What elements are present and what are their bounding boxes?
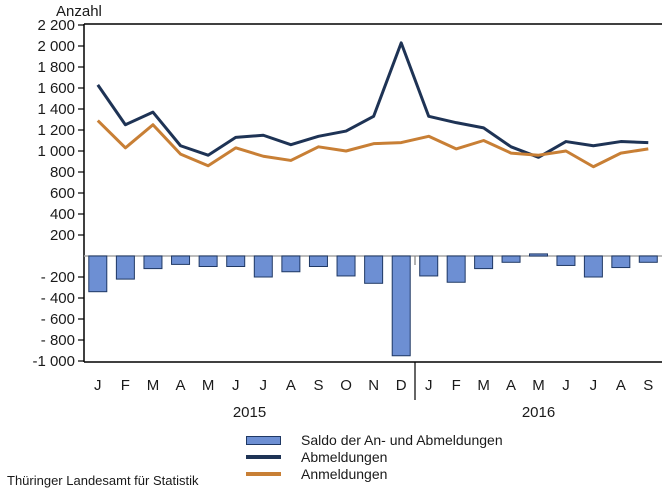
month-label: J	[260, 377, 268, 394]
month-label: N	[368, 377, 379, 394]
legend-label-anmeldungen: Anmeldungen	[301, 466, 388, 482]
source-note: Thüringer Landesamt für Statistik	[7, 473, 199, 488]
saldo-bar	[638, 255, 658, 263]
y-tick-label: - 200	[41, 269, 75, 286]
saldo-bar	[226, 255, 246, 267]
y-tick-label: - 600	[41, 311, 75, 328]
month-label: O	[340, 377, 352, 394]
y-tick-label: 600	[50, 185, 75, 202]
y-tick-label: - 400	[41, 290, 75, 307]
y-tick-label: 800	[50, 164, 75, 181]
saldo-bar	[308, 255, 328, 267]
y-tick-label: 2 000	[37, 38, 75, 55]
saldo-bar	[419, 255, 439, 277]
saldo-bar	[253, 255, 273, 278]
saldo-bar	[391, 255, 411, 357]
saldo-bar	[583, 255, 603, 278]
legend-label-abmeldungen: Abmeldungen	[301, 449, 388, 465]
abmeldungen-line	[96, 41, 649, 159]
saldo-bar	[198, 255, 218, 267]
month-label: A	[176, 377, 186, 394]
saldo-bar	[501, 255, 521, 263]
y-tick-label: 1 200	[37, 122, 75, 139]
y-tick-label: - 800	[41, 332, 75, 349]
month-label: A	[616, 377, 626, 394]
legend-item-saldo: Saldo der An- und Abmeldungen	[246, 432, 503, 448]
y-tick-label: 1 800	[37, 59, 75, 76]
month-label: J	[590, 377, 598, 394]
y-tick-label: 2 200	[37, 17, 75, 34]
y-tick-label: 1 400	[37, 101, 75, 118]
month-label: M	[147, 377, 160, 394]
saldo-bar-swatch-icon	[246, 435, 281, 445]
month-label: M	[202, 377, 215, 394]
anmeldungen-line	[96, 119, 649, 169]
legend-item-anmeldungen: Anmeldungen	[246, 466, 503, 482]
month-label: F	[121, 377, 130, 394]
plot-area: 2 200 2 000 1 800 1 600 1 400 1 200 1 000 800 60…	[32, 17, 662, 421]
abmeldungen-line-swatch-icon	[246, 455, 281, 459]
saldo-bar	[446, 255, 466, 283]
month-label: M	[532, 377, 545, 394]
month-label: J	[562, 377, 570, 394]
legend: Saldo der An- und Abmeldungen Abmeldunge…	[246, 432, 503, 482]
month-label: J	[94, 377, 102, 394]
y-tick-label: -1 000	[32, 353, 75, 370]
month-label: S	[643, 377, 653, 394]
month-label: J	[425, 377, 433, 394]
y-tick-label: 200	[50, 227, 75, 244]
legend-label-saldo: Saldo der An- und Abmeldungen	[301, 432, 503, 448]
saldo-bar	[281, 255, 301, 273]
year-label: 2016	[522, 404, 555, 421]
y-tick-label: 1 600	[37, 80, 75, 97]
saldo-bar	[336, 255, 356, 277]
saldo-bar	[115, 255, 135, 280]
month-label: D	[396, 377, 407, 394]
saldo-bar	[88, 255, 108, 293]
y-tick-label: 1 000	[37, 143, 75, 160]
legend-item-abmeldungen: Abmeldungen	[246, 449, 503, 465]
month-label: A	[286, 377, 296, 394]
month-label: S	[313, 377, 323, 394]
saldo-bar	[611, 255, 631, 269]
month-label: F	[452, 377, 461, 394]
month-label: J	[232, 377, 240, 394]
saldo-bar	[364, 255, 384, 284]
saldo-bar	[529, 253, 548, 257]
month-label: M	[477, 377, 490, 394]
saldo-bar	[171, 255, 191, 265]
y-tick-label: 400	[50, 206, 75, 223]
saldo-bar	[143, 255, 163, 270]
month-label: A	[506, 377, 516, 394]
anmeldungen-line-swatch-icon	[246, 472, 281, 476]
year-label: 2015	[233, 404, 266, 421]
y-axis-title: Anzahl	[56, 3, 102, 20]
saldo-bar	[474, 255, 494, 270]
saldo-bar	[556, 255, 576, 266]
